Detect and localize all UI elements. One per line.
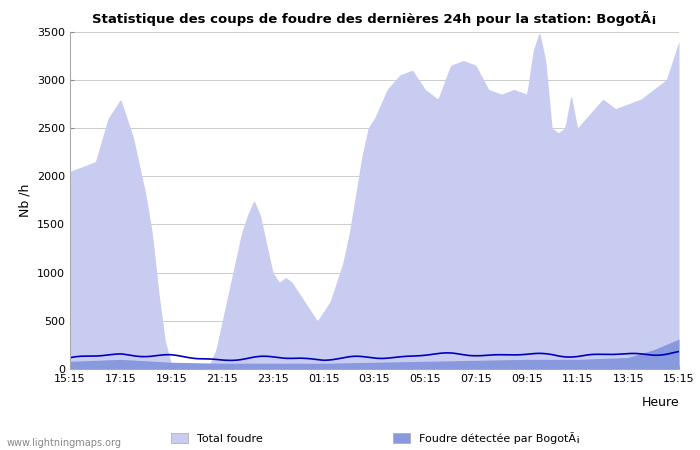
Text: Heure: Heure <box>641 396 679 409</box>
Legend: Total foudre, Moyenne de toutes les stations, Foudre détectée par BogotÃ¡: Total foudre, Moyenne de toutes les stat… <box>167 428 584 450</box>
Text: www.lightningmaps.org: www.lightningmaps.org <box>7 438 122 448</box>
Title: Statistique des coups de foudre des dernières 24h pour la station: BogotÃ¡: Statistique des coups de foudre des dern… <box>92 11 657 26</box>
Y-axis label: Nb /h: Nb /h <box>18 184 32 217</box>
